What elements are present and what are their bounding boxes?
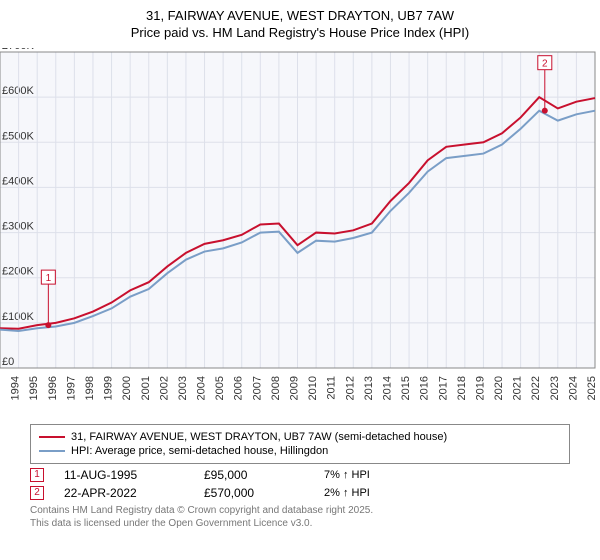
data-points: 1 11-AUG-1995 £95,000 7% ↑ HPI 2 22-APR-… [30, 468, 570, 500]
svg-text:2000: 2000 [121, 376, 133, 400]
chart-svg: £0£100K£200K£300K£400K£500K£600K£700K199… [0, 48, 600, 418]
svg-text:2007: 2007 [251, 376, 263, 400]
svg-text:2020: 2020 [493, 376, 505, 400]
legend-swatch-2 [39, 450, 65, 452]
point-marker-1-num: 1 [34, 469, 40, 480]
svg-text:2002: 2002 [158, 376, 170, 400]
svg-text:£0: £0 [2, 356, 14, 368]
legend-item-1: 31, FAIRWAY AVENUE, WEST DRAYTON, UB7 7A… [39, 431, 561, 443]
footnote-line2: This data is licensed under the Open Gov… [30, 517, 570, 530]
svg-text:2021: 2021 [512, 376, 524, 400]
svg-text:2003: 2003 [177, 376, 189, 400]
svg-text:2001: 2001 [140, 376, 152, 400]
title-line2: Price paid vs. HM Land Registry's House … [0, 25, 600, 42]
point-marker-2: 2 [30, 486, 44, 500]
svg-text:2017: 2017 [437, 376, 449, 400]
svg-text:2006: 2006 [233, 376, 245, 400]
legend-label-2: HPI: Average price, semi-detached house,… [71, 445, 328, 457]
svg-text:2010: 2010 [307, 376, 319, 400]
svg-text:2023: 2023 [549, 376, 561, 400]
footnote: Contains HM Land Registry data © Crown c… [30, 504, 570, 530]
point-delta-2: 2% ↑ HPI [324, 487, 370, 499]
svg-text:2024: 2024 [567, 376, 579, 400]
svg-text:2004: 2004 [196, 376, 208, 400]
svg-text:2009: 2009 [289, 376, 301, 400]
legend: 31, FAIRWAY AVENUE, WEST DRAYTON, UB7 7A… [30, 424, 570, 464]
svg-text:1997: 1997 [65, 376, 77, 400]
point-marker-2-num: 2 [34, 487, 40, 498]
svg-text:2022: 2022 [530, 376, 542, 400]
footnote-line1: Contains HM Land Registry data © Crown c… [30, 504, 570, 517]
svg-text:2014: 2014 [381, 376, 393, 400]
point-delta-1: 7% ↑ HPI [324, 469, 370, 481]
svg-text:1994: 1994 [10, 376, 22, 400]
point-price-1: £95,000 [204, 468, 304, 482]
svg-text:2018: 2018 [456, 376, 468, 400]
svg-text:2008: 2008 [270, 376, 282, 400]
chart-title: 31, FAIRWAY AVENUE, WEST DRAYTON, UB7 7A… [0, 0, 600, 42]
svg-text:2: 2 [542, 58, 548, 69]
svg-text:2012: 2012 [344, 376, 356, 400]
svg-text:1996: 1996 [47, 376, 59, 400]
point-marker-1: 1 [30, 468, 44, 482]
point-date-1: 11-AUG-1995 [64, 468, 184, 482]
svg-text:2011: 2011 [326, 376, 338, 400]
svg-text:1993: 1993 [0, 376, 3, 400]
point-price-2: £570,000 [204, 486, 304, 500]
svg-text:2013: 2013 [363, 376, 375, 400]
svg-text:2016: 2016 [419, 376, 431, 400]
data-point-1: 1 11-AUG-1995 £95,000 7% ↑ HPI [30, 468, 570, 482]
legend-item-2: HPI: Average price, semi-detached house,… [39, 445, 561, 457]
legend-swatch-1 [39, 436, 65, 438]
svg-text:2005: 2005 [214, 376, 226, 400]
svg-text:1995: 1995 [28, 376, 40, 400]
svg-text:£700K: £700K [2, 48, 34, 52]
point-date-2: 22-APR-2022 [64, 486, 184, 500]
legend-label-1: 31, FAIRWAY AVENUE, WEST DRAYTON, UB7 7A… [71, 431, 447, 443]
title-line1: 31, FAIRWAY AVENUE, WEST DRAYTON, UB7 7A… [0, 8, 600, 25]
svg-text:2019: 2019 [474, 376, 486, 400]
data-point-2: 2 22-APR-2022 £570,000 2% ↑ HPI [30, 486, 570, 500]
svg-text:1: 1 [46, 273, 52, 284]
line-chart: £0£100K£200K£300K£400K£500K£600K£700K199… [0, 48, 600, 418]
svg-text:1998: 1998 [84, 376, 96, 400]
svg-text:2025: 2025 [586, 376, 598, 400]
svg-text:2015: 2015 [400, 376, 412, 400]
svg-text:1999: 1999 [103, 376, 115, 400]
